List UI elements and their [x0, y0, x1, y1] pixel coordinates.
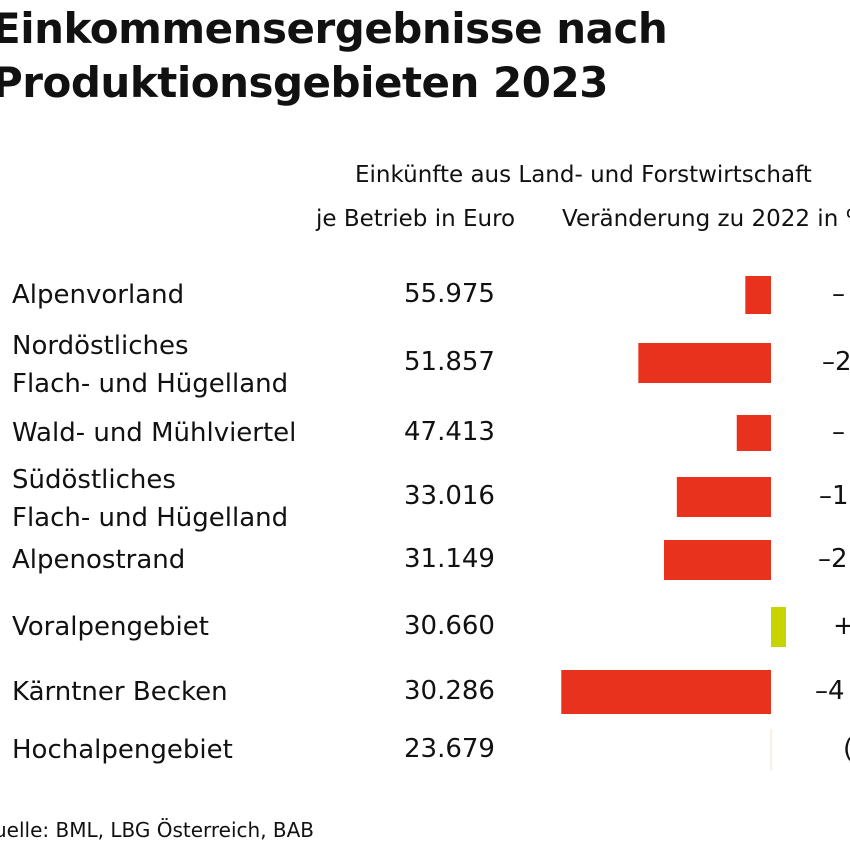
- row-value: 47.413: [404, 417, 495, 447]
- row-change-label: +: [833, 611, 850, 641]
- chart-title-line-2: Produktionsgebieten 2023: [0, 58, 608, 107]
- row-change-label: –2: [822, 347, 850, 377]
- row-change-label: –2: [818, 544, 848, 574]
- chart-title: Einkommensergebnisse nach Produktionsgeb…: [0, 2, 668, 110]
- row-change-label: –: [832, 279, 845, 309]
- row-label-line: Flach- und Hügelland: [12, 503, 289, 533]
- row-label-line: Hochalpengebiet: [12, 735, 233, 765]
- row-label: Südöstliches Flach- und Hügelland: [12, 461, 288, 537]
- row-label: Hochalpengebiet: [12, 731, 233, 769]
- row-label: Kärntner Becken: [12, 673, 228, 711]
- row-value: 30.660: [404, 611, 495, 641]
- chart-title-line-1: Einkommensergebnisse nach: [0, 4, 668, 53]
- row-change-label: (: [843, 734, 850, 764]
- row-label-line: Voralpengebiet: [12, 612, 209, 642]
- row-label: Voralpengebiet: [12, 608, 209, 646]
- header-value-column: je Betrieb in Euro: [316, 206, 516, 232]
- change-bar: [745, 276, 771, 314]
- row-label-line: Alpenvorland: [12, 280, 185, 310]
- change-bar: [676, 477, 771, 517]
- row-change-label: –: [832, 417, 845, 447]
- row-label-line: Nordöstliches: [12, 331, 189, 361]
- row-label: Nordöstliches Flach- und Hügelland: [12, 327, 288, 403]
- row-value: 23.679: [404, 734, 495, 764]
- row-value: 30.286: [404, 676, 495, 706]
- row-value: 55.975: [404, 279, 495, 309]
- change-bar: [638, 343, 771, 383]
- row-label-line: Wald- und Mühlviertel: [12, 418, 297, 448]
- change-bar: [771, 607, 786, 647]
- change-bar: [736, 415, 771, 451]
- header-change-column: Veränderung zu 2022 in %: [562, 206, 850, 232]
- change-bar: [770, 729, 772, 771]
- row-label-line: Flach- und Hügelland: [12, 369, 289, 399]
- row-label-line: Kärntner Becken: [12, 677, 228, 707]
- row-change-label: –1: [819, 481, 849, 511]
- row-value: 51.857: [404, 347, 495, 377]
- row-label: Alpenostrand: [12, 541, 185, 579]
- change-bar: [664, 540, 771, 580]
- row-label-line: Alpenostrand: [12, 545, 186, 575]
- source-note: uelle: BML, LBG Österreich, BAB: [0, 818, 315, 842]
- row-label: Alpenvorland: [12, 276, 184, 314]
- row-value: 31.149: [404, 544, 495, 574]
- change-bar: [561, 670, 771, 714]
- row-label: Wald- und Mühlviertel: [12, 414, 296, 452]
- row-value: 33.016: [404, 481, 495, 511]
- row-change-label: –4: [815, 676, 845, 706]
- row-label-line: Südöstliches: [12, 465, 176, 495]
- header-group-label: Einkünfte aus Land- und Forstwirtschaft: [355, 162, 812, 188]
